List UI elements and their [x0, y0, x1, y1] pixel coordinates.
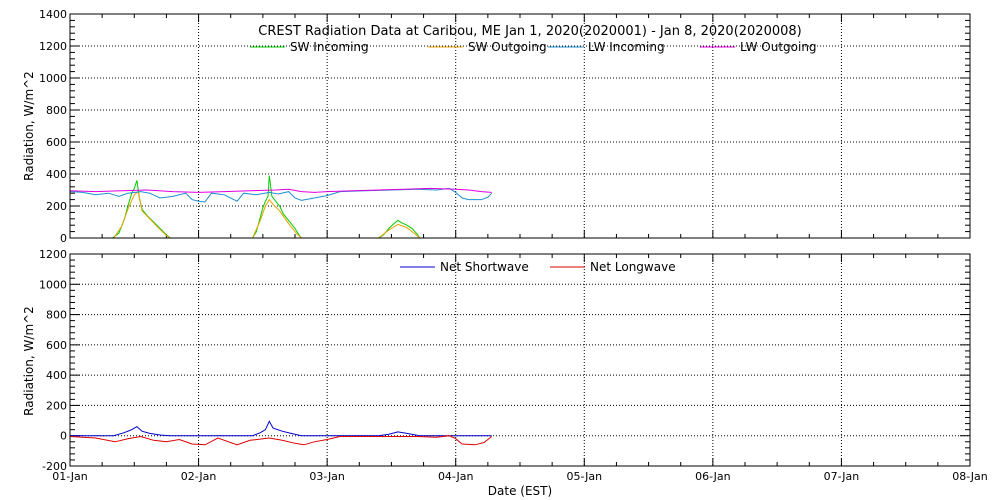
y-tick-label: 800 — [46, 309, 67, 322]
top-panel-legend: SW Incoming SW Outgoing LW Incoming LW Outg… — [250, 40, 817, 54]
x-tick-label: 06-Jan — [695, 470, 731, 483]
x-tick-label: 02-Jan — [181, 470, 217, 483]
legend-label: LW Outgoing — [740, 40, 817, 54]
net-shortwave-line — [70, 420, 492, 437]
legend-label: Net Shortwave — [440, 260, 529, 274]
x-tick-label: 04-Jan — [438, 470, 474, 483]
y-tick-label: 600 — [46, 339, 67, 352]
bottom-panel-series — [69, 420, 493, 446]
lw-outgoing-line — [69, 187, 492, 193]
y-tick-label: -200 — [42, 460, 67, 473]
net-longwave-line — [69, 435, 493, 446]
top-panel-grid — [70, 14, 970, 238]
y-tick-label: 1200 — [39, 248, 67, 261]
bottom-panel-legend: Net Shortwave Net Longwave — [400, 260, 676, 274]
x-axis-label: Date (EST) — [488, 484, 552, 498]
y-tick-label: 1400 — [39, 8, 67, 21]
bottom-panel: -200 0 200 400 600 800 1000 1200 01-Jan 02-Jan 03… — [22, 248, 988, 498]
y-tick-label: 1000 — [39, 278, 67, 291]
y-tick-label: 0 — [60, 232, 67, 245]
y-tick-label: 400 — [46, 369, 67, 382]
y-tick-label: 400 — [46, 168, 67, 181]
x-tick-label: 03-Jan — [309, 470, 345, 483]
x-tick-label: 08-Jan — [952, 470, 988, 483]
top-panel-y-tick-labels: 0 200 400 600 800 1000 1200 1400 — [39, 8, 67, 245]
bottom-y-axis-label: Radiation, W/m^2 — [22, 306, 36, 416]
chart-title: CREST Radiation Data at Caribou, ME Jan … — [258, 24, 802, 39]
legend-label: LW Incoming — [588, 40, 665, 54]
top-panel: 0 200 400 600 800 1000 1200 1400 CREST Radiatio… — [22, 8, 971, 245]
sw-outgoing-line — [113, 190, 492, 239]
y-tick-label: 1200 — [39, 40, 67, 53]
legend-label: Net Longwave — [590, 260, 676, 274]
bottom-panel-frame — [69, 253, 971, 467]
bottom-panel-grid — [70, 254, 970, 466]
x-tick-labels: 01-Jan 02-Jan 03-Jan 04-Jan 05-Jan 06-Jan 07-J… — [52, 470, 988, 483]
y-tick-label: 200 — [46, 200, 67, 213]
legend-label: SW Incoming — [290, 40, 369, 54]
x-tick-label: 07-Jan — [824, 470, 860, 483]
y-tick-label: 1000 — [39, 72, 67, 85]
y-tick-label: 200 — [46, 399, 67, 412]
top-y-axis-label: Radiation, W/m^2 — [22, 71, 36, 181]
y-tick-label: 600 — [46, 136, 67, 149]
top-panel-series — [69, 175, 493, 239]
bottom-panel-y-tick-labels: -200 0 200 400 600 800 1000 1200 — [39, 248, 67, 473]
legend-label: SW Outgoing — [468, 40, 547, 54]
y-tick-label: 800 — [46, 104, 67, 117]
x-tick-label: 01-Jan — [52, 470, 88, 483]
y-tick-label: 0 — [60, 430, 67, 443]
x-tick-label: 05-Jan — [567, 470, 603, 483]
top-panel-frame — [69, 13, 971, 239]
